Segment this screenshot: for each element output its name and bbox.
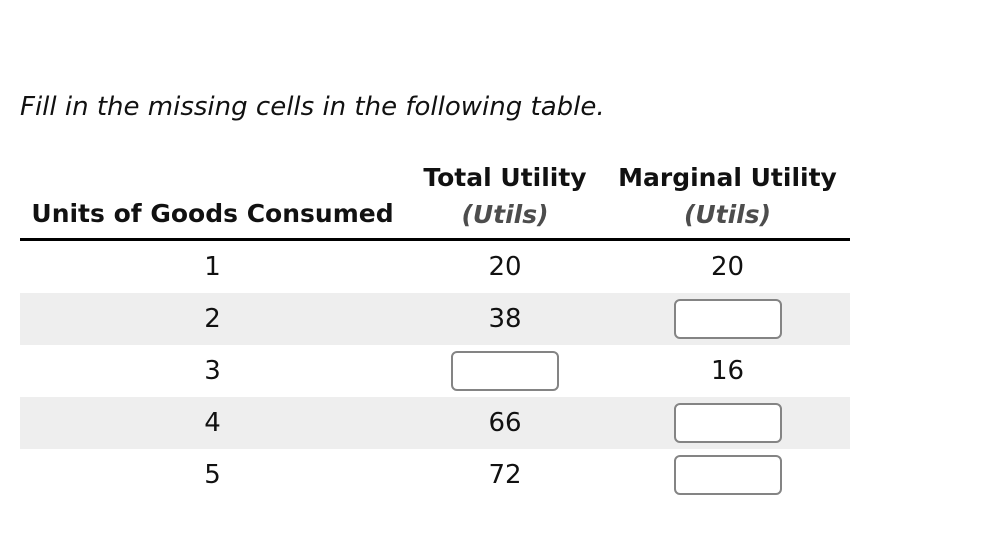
marginal-utility-cell xyxy=(673,455,782,495)
marginal-utility-column-subtitle: (Utils) xyxy=(683,200,772,229)
units-cell: 2 xyxy=(204,304,221,334)
question-panel: Fill in the missing cells in the followi… xyxy=(20,90,850,501)
header-cell-marginal-utility: Marginal Utility (Utils) xyxy=(605,156,850,238)
total-utility-value: 38 xyxy=(488,304,522,334)
table-row-4: 4 66 xyxy=(20,397,850,449)
table-header: Units of Goods Consumed Total Utility (U… xyxy=(20,156,850,241)
units-cell: 3 xyxy=(204,356,221,386)
units-value: 3 xyxy=(204,356,221,386)
marginal-utility-cell: 16 xyxy=(711,356,744,386)
table-row-2: 2 38 xyxy=(20,293,850,345)
units-value: 5 xyxy=(204,460,221,490)
marginal-utility-column-title: Marginal Utility xyxy=(618,163,837,192)
marginal-utility-input-row-4[interactable] xyxy=(673,403,782,443)
total-utility-value: 66 xyxy=(488,408,522,438)
marginal-utility-input-row-5[interactable] xyxy=(673,455,782,495)
marginal-utility-cell xyxy=(673,403,782,443)
units-value: 2 xyxy=(204,304,221,334)
marginal-utility-cell xyxy=(673,299,782,339)
total-utility-column-subtitle: (Utils) xyxy=(461,200,549,229)
table-row-1: 1 20 20 xyxy=(20,241,850,293)
marginal-utility-value: 20 xyxy=(710,252,745,282)
units-value: 4 xyxy=(204,408,221,438)
units-cell: 5 xyxy=(204,460,221,490)
header-cell-total-utility: Total Utility (Utils) xyxy=(405,156,605,238)
marginal-utility-cell: 20 xyxy=(711,252,744,282)
total-utility-cell: 72 xyxy=(488,460,521,490)
instruction-text: Fill in the missing cells in the followi… xyxy=(20,92,605,122)
total-utility-column-title: Total Utility xyxy=(423,163,587,192)
total-utility-cell: 66 xyxy=(488,408,521,438)
marginal-utility-input-row-2[interactable] xyxy=(673,299,782,339)
header-cell-units: Units of Goods Consumed xyxy=(20,156,405,238)
units-column-title: Units of Goods Consumed xyxy=(31,199,394,228)
table-row-5: 5 72 xyxy=(20,449,850,501)
units-cell: 1 xyxy=(204,252,221,282)
total-utility-cell xyxy=(451,351,559,391)
units-value: 1 xyxy=(204,252,221,282)
total-utility-cell: 38 xyxy=(488,304,521,334)
units-cell: 4 xyxy=(204,408,221,438)
total-utility-cell: 20 xyxy=(488,252,521,282)
total-utility-value: 72 xyxy=(488,460,522,490)
total-utility-input-row-3[interactable] xyxy=(451,351,559,391)
total-utility-value: 20 xyxy=(488,252,522,282)
table-row-3: 3 16 xyxy=(20,345,850,397)
utility-table: Units of Goods Consumed Total Utility (U… xyxy=(20,156,850,501)
marginal-utility-value: 16 xyxy=(710,356,745,386)
